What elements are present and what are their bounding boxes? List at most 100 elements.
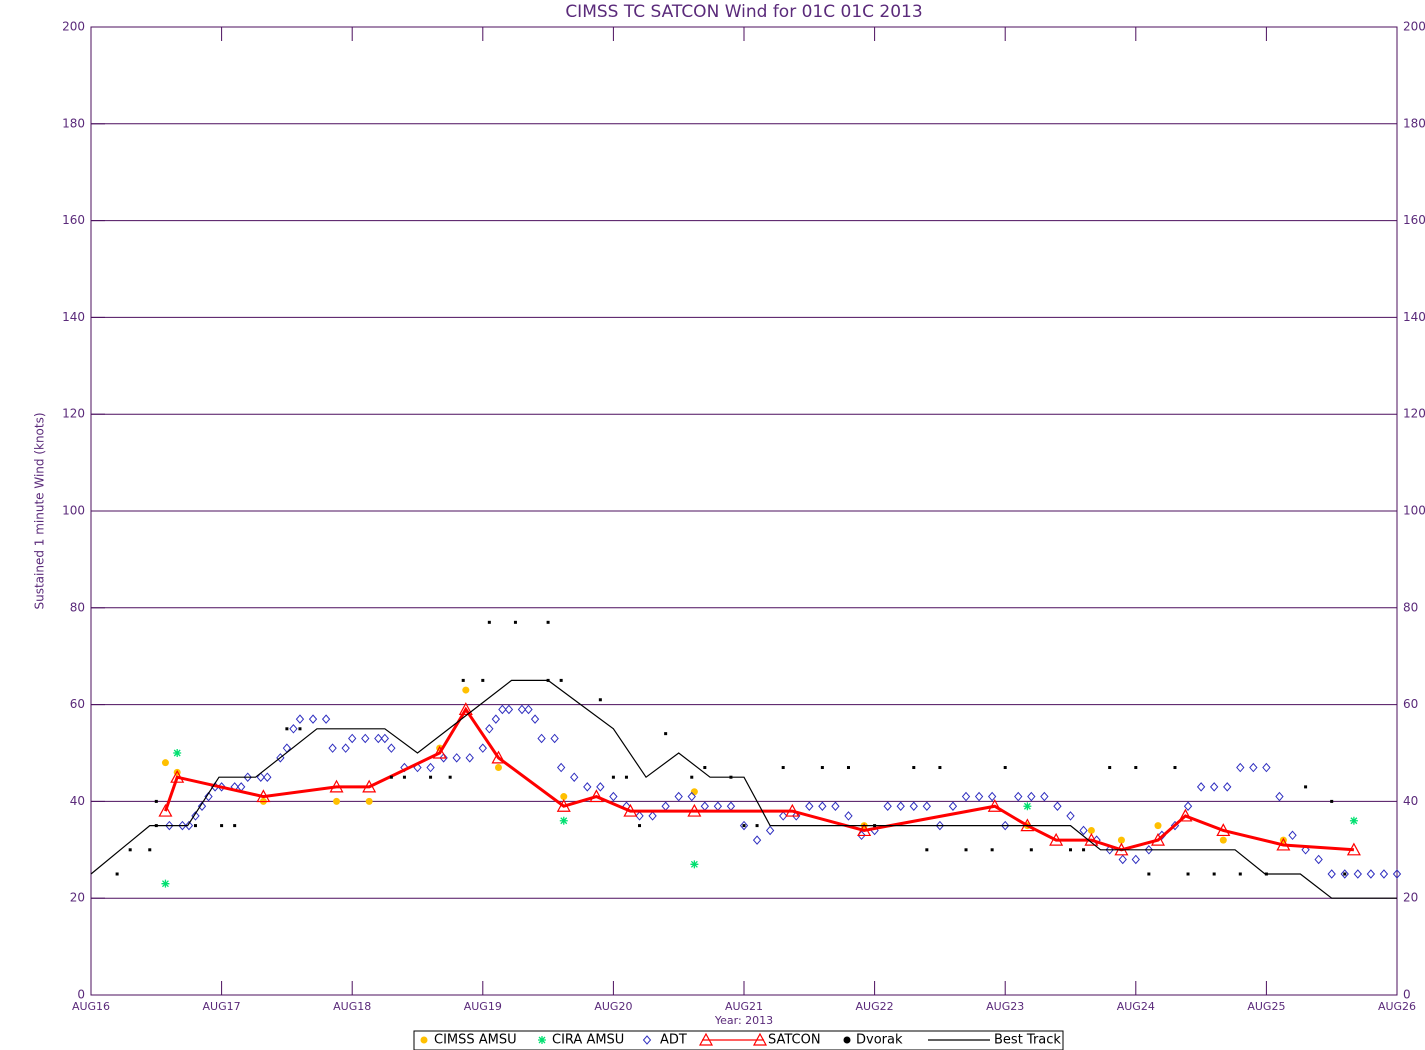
data-point <box>687 791 696 802</box>
legend-marker <box>420 1036 428 1044</box>
data-point <box>820 766 824 770</box>
legend-marker <box>752 1032 768 1046</box>
data-point <box>1209 782 1219 792</box>
data-point <box>348 733 357 744</box>
data-point <box>560 793 568 801</box>
data-point <box>1262 762 1271 773</box>
data-point <box>389 775 393 779</box>
data-point <box>178 820 187 831</box>
y-tick-label: 100 <box>62 504 85 518</box>
data-point <box>452 753 461 763</box>
data-point <box>635 811 644 821</box>
data-point <box>1216 823 1231 837</box>
data-point <box>494 764 502 772</box>
data-point <box>623 803 638 817</box>
data-point <box>713 801 723 811</box>
data-point <box>844 811 853 821</box>
data-point <box>935 820 945 831</box>
data-point <box>439 753 448 763</box>
y2-tick-label: 0 <box>1403 988 1411 1002</box>
data-point <box>1117 836 1125 844</box>
data-point <box>289 724 298 734</box>
data-point <box>1131 854 1140 865</box>
data-point <box>1340 869 1349 879</box>
data-point <box>504 704 514 715</box>
data-point <box>961 791 971 802</box>
y-tick-label: 60 <box>70 697 85 711</box>
data-point <box>1053 801 1062 811</box>
y2-tick-label: 180 <box>1403 116 1425 130</box>
y-tick-label: 140 <box>62 310 85 324</box>
data-point <box>1349 816 1358 825</box>
y-tick-label: 120 <box>62 407 85 421</box>
data-point <box>432 745 447 759</box>
data-point <box>1069 848 1072 852</box>
data-point <box>328 743 337 753</box>
data-point <box>742 824 746 828</box>
data-point <box>974 791 984 802</box>
data-point <box>1223 782 1232 792</box>
data-point <box>1108 766 1112 770</box>
x-tick-label: AUG20 <box>594 1000 632 1013</box>
data-point <box>128 848 132 852</box>
y2-tick-label: 120 <box>1403 407 1425 421</box>
data-point <box>690 860 699 869</box>
legend-label: CIRA AMSU <box>552 1033 624 1048</box>
x-tick-label: AUG19 <box>464 1000 502 1013</box>
data-point <box>1023 802 1032 811</box>
series-line <box>164 706 1355 852</box>
data-point <box>1249 762 1258 773</box>
data-point <box>846 766 850 770</box>
y-tick-label: 0 <box>77 988 85 1002</box>
y-tick-label: 20 <box>70 891 85 905</box>
data-point <box>256 789 271 803</box>
data-point <box>925 848 929 852</box>
data-point <box>781 766 785 770</box>
data-point <box>498 704 507 715</box>
data-point <box>818 801 827 811</box>
data-point <box>611 775 615 779</box>
data-point <box>987 791 997 802</box>
data-point <box>1314 854 1323 865</box>
data-point <box>1049 832 1064 846</box>
y-tick-label: 40 <box>70 794 85 808</box>
data-point <box>170 769 185 783</box>
data-point <box>148 848 152 852</box>
data-point <box>752 835 762 845</box>
data-point <box>233 824 237 828</box>
data-point <box>481 678 485 682</box>
data-point <box>785 803 800 817</box>
data-point <box>990 848 994 852</box>
data-point <box>690 788 698 796</box>
x-tick-label: AUG21 <box>725 1000 763 1013</box>
data-point <box>524 704 533 715</box>
data-point <box>583 782 592 792</box>
data-point <box>1343 872 1347 876</box>
data-point <box>1003 766 1007 770</box>
data-point <box>570 772 579 782</box>
data-point <box>191 811 200 821</box>
data-point <box>478 743 487 753</box>
data-point <box>1029 848 1033 852</box>
data-point <box>465 753 474 763</box>
data-point <box>1366 869 1376 879</box>
data-point <box>537 733 546 744</box>
data-point <box>341 743 350 753</box>
data-point <box>546 620 550 624</box>
y2-tick-label: 80 <box>1403 600 1418 614</box>
data-point <box>161 879 170 888</box>
data-point <box>184 820 194 831</box>
data-point <box>1346 842 1361 856</box>
data-point <box>550 733 559 744</box>
data-point <box>1379 869 1389 879</box>
data-point <box>1173 766 1177 770</box>
data-point <box>1219 836 1227 844</box>
data-point <box>964 848 968 852</box>
data-point <box>638 824 642 828</box>
data-point <box>387 743 396 753</box>
data-point <box>513 620 517 624</box>
data-point <box>362 779 377 793</box>
data-point <box>896 801 905 811</box>
y2-tick-label: 40 <box>1403 794 1418 808</box>
data-point <box>1014 791 1023 802</box>
